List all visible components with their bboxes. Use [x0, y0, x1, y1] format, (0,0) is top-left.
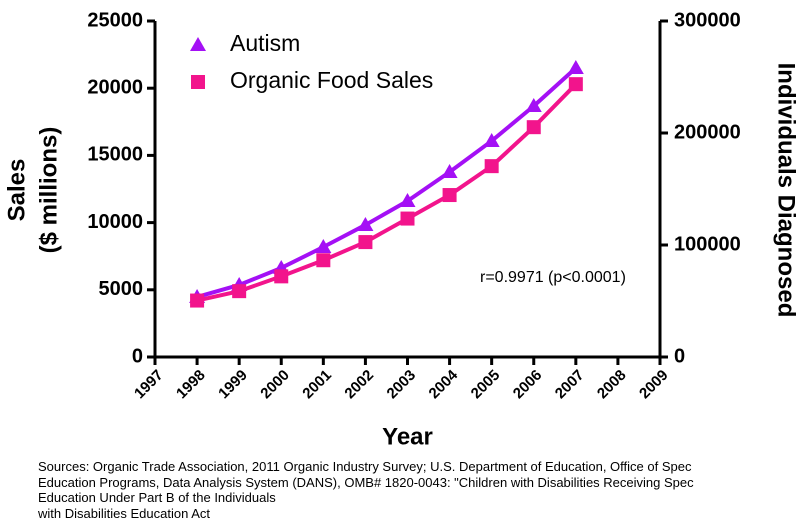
x-tick-label: 2009 [636, 367, 672, 403]
data-point [232, 284, 247, 299]
x-tick-label: 2006 [510, 367, 546, 403]
data-point [274, 269, 289, 284]
data-point [526, 120, 541, 135]
legend-marker [190, 37, 206, 51]
x-tick-label: 2005 [468, 367, 504, 403]
source-line: Education Under Part B of the Individual… [38, 490, 276, 505]
x-tick-label: 1998 [173, 367, 209, 403]
x-tick-label: 2003 [384, 367, 420, 403]
data-point [190, 293, 205, 308]
data-point [315, 239, 332, 254]
data-point [483, 132, 500, 147]
data-point [442, 188, 457, 203]
x-tick-label: 2007 [552, 367, 588, 403]
x-tick-label: 1997 [131, 367, 167, 403]
y-tick-label: 25000 [87, 9, 143, 31]
y-tick-label: 10000 [87, 211, 143, 233]
source-line: Education Programs, Data Analysis System… [38, 474, 694, 490]
legend-marker [191, 75, 205, 89]
data-point [400, 211, 415, 226]
y-tick-label: 5000 [99, 278, 144, 300]
y2-tick-label: 300000 [674, 9, 741, 31]
y2-axis-label: Individuals Diagnosed [773, 63, 800, 318]
x-tick-label: 2000 [257, 367, 293, 403]
series-line [196, 66, 578, 299]
data-point [525, 98, 542, 113]
data-point [358, 235, 373, 250]
data-point [316, 253, 331, 268]
data-point [567, 60, 584, 75]
x-tick-label: 2001 [299, 367, 335, 403]
data-point [441, 163, 458, 178]
legend-label: Autism [230, 30, 300, 56]
y2-tick-label: 100000 [674, 233, 741, 255]
x-tick-label: 2004 [426, 366, 462, 402]
data-point [484, 159, 499, 174]
legend-label: Organic Food Sales [230, 67, 433, 93]
y-tick-label: 0 [132, 345, 143, 367]
source-line: with Disabilities Education Act [38, 505, 210, 521]
x-axis-label: Year [382, 423, 433, 450]
annotation: r=0.9971 (p<0.0001) [480, 269, 626, 286]
series-line [196, 82, 578, 303]
source-notes: Sources: Organic Trade Association, 2011… [38, 459, 800, 521]
source-line: Sources: Organic Trade Association, 2011… [38, 459, 692, 474]
chart: 0 5000 10000 15000 20000 25000 0 100000 200000 30… [3, 9, 800, 450]
x-tick-label: 2008 [594, 367, 630, 403]
data-point [357, 216, 374, 231]
x-tick-label: 2002 [341, 367, 377, 403]
y2-tick-label: 0 [674, 345, 685, 367]
data-point [568, 77, 583, 92]
data-point [399, 192, 416, 207]
x-tick-label: 1999 [215, 367, 251, 403]
y-tick-label: 20000 [87, 76, 143, 98]
y-axis-label: Sales [3, 159, 30, 222]
y-axis-label: ($ millions) [35, 127, 62, 254]
y-tick-label: 15000 [87, 144, 143, 166]
y2-tick-label: 200000 [674, 121, 741, 143]
